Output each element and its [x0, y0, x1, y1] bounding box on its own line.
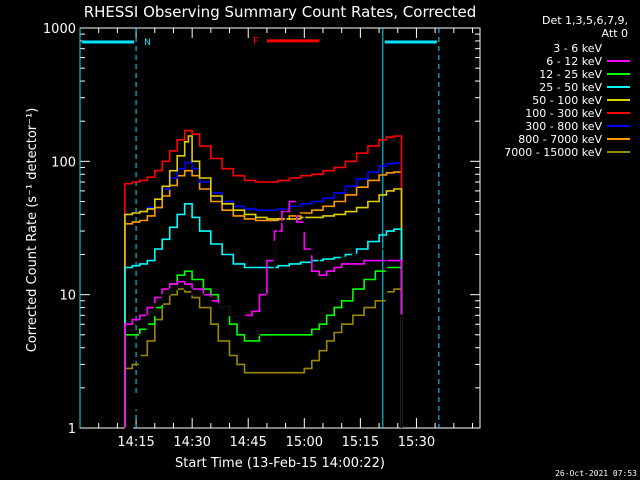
- legend-label: 3 - 6 keV: [553, 42, 602, 55]
- legend-label: 100 - 300 keV: [525, 107, 602, 120]
- x-tick-label: 14:30: [173, 435, 210, 450]
- y-tick-label: 10: [59, 289, 76, 304]
- legend-label: 6 - 12 keV: [546, 55, 602, 68]
- legend-label: 12 - 25 keV: [539, 68, 602, 81]
- legend-header-line-1: Det 1,3,5,6,7,9,: [542, 14, 628, 27]
- y-tick-label: 1: [68, 422, 76, 437]
- y-tick-label: 100: [51, 155, 76, 170]
- night-marker-label: N: [144, 38, 151, 48]
- series-line-50-100-kev: [124, 135, 403, 428]
- series-line-3-6-kev: [124, 195, 403, 429]
- x-tick-label: 15:15: [342, 435, 379, 450]
- x-tick-label: 15:30: [398, 435, 435, 450]
- series-line-100-300-kev: [124, 129, 403, 428]
- legend-label: 25 - 50 keV: [539, 81, 602, 94]
- y-axis-label: Corrected Count Rate (s⁻¹ detector⁻¹): [25, 108, 40, 353]
- x-tick-label: 14:45: [229, 435, 266, 450]
- legend-label: 7000 - 15000 keV: [504, 146, 602, 159]
- series-line-6-12-kev: [124, 200, 403, 428]
- series-line-800-7000-kev: [124, 169, 403, 428]
- timestamp: 26-Oct-2021 07:53: [555, 469, 637, 478]
- x-tick-label: 15:00: [286, 435, 323, 450]
- chart-title: RHESSI Observing Summary Count Rates, Co…: [84, 3, 477, 21]
- legend-label: 50 - 100 keV: [532, 94, 602, 107]
- series-line-7000-15000-kev: [124, 288, 403, 428]
- x-tick-label: 14:15: [117, 435, 154, 450]
- legend-label: 300 - 800 keV: [525, 120, 602, 133]
- x-axis-label: Start Time (13-Feb-15 14:00:22): [175, 456, 385, 471]
- series-line-25-50-kev: [124, 203, 403, 428]
- legend-header-line-2: Att 0: [602, 27, 628, 40]
- y-tick-label: 1000: [43, 22, 76, 37]
- legend-label: 800 - 7000 keV: [518, 133, 602, 146]
- flare-marker-label: F: [253, 36, 259, 47]
